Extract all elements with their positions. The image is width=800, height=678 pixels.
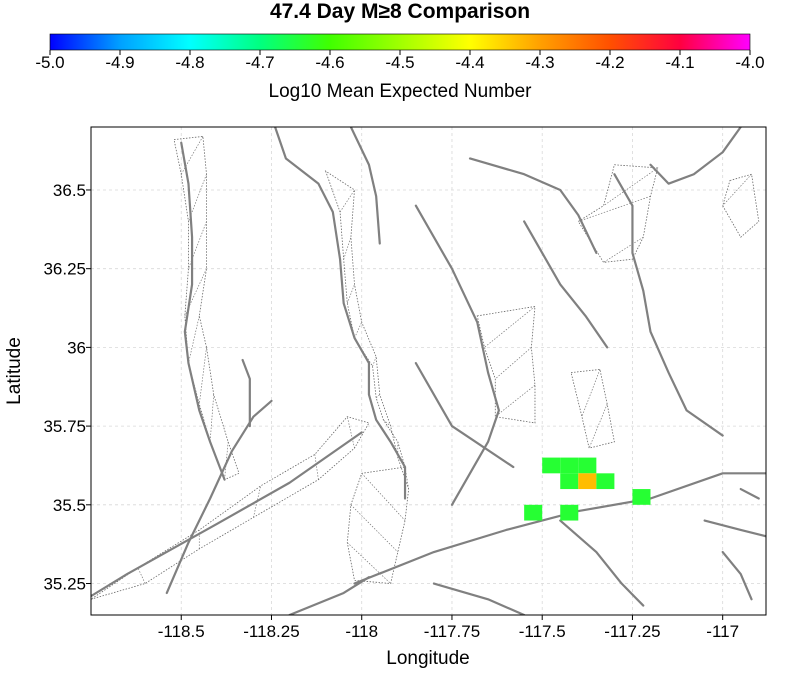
fault-zone xyxy=(722,173,760,238)
colorbar-ticks: -5.0 -4.9 -4.8 -4.7 -4.6 -4.5 -4.4 -4.3 -4.2 -4.1… xyxy=(35,50,765,72)
fault-trace xyxy=(613,173,724,437)
fault-traces xyxy=(91,127,766,615)
x-tick-label: -117.25 xyxy=(604,622,660,641)
y-axis-ticks: 35.25 35.5 35.75 36 36.25 36.5 xyxy=(43,181,91,594)
colorbar-tick-label: -4.6 xyxy=(315,53,344,72)
fault-zone-hatch xyxy=(188,315,200,364)
fault-zone-hatch xyxy=(603,167,658,206)
fault-trace xyxy=(349,127,381,245)
fault-zone xyxy=(324,170,410,584)
fault-zone-hatch xyxy=(578,195,651,222)
colorbar-tick-label: -5.0 xyxy=(35,53,64,72)
colorbar-tick-label: -4.9 xyxy=(105,53,134,72)
x-tick-label: -118 xyxy=(345,622,378,641)
fault-zone-hatch xyxy=(346,284,355,304)
fault-zone-hatch xyxy=(495,347,532,380)
fault-trace xyxy=(432,582,526,615)
colorbar-tick-label: -4.7 xyxy=(245,53,274,72)
x-tick-label: -117.5 xyxy=(519,622,566,641)
fault-zone-hatch xyxy=(137,567,146,584)
y-tick-label: 36.25 xyxy=(43,260,86,279)
y-axis-label: Latitude xyxy=(4,337,25,405)
fault-zone-hatch xyxy=(347,542,391,584)
fault-zone xyxy=(577,164,659,263)
fault-trace xyxy=(91,431,363,598)
heatmap-cell xyxy=(596,473,615,490)
fault-trace xyxy=(165,399,273,595)
fault-trace xyxy=(721,550,753,601)
fault-trace xyxy=(414,362,515,469)
fault-trace xyxy=(273,127,407,500)
fault-zone-hatch xyxy=(603,236,644,263)
fault-zone-hatch xyxy=(581,369,601,417)
y-tick-label: 35.75 xyxy=(43,417,86,436)
fault-zones xyxy=(91,136,760,600)
colorbar-tick-label: -4.4 xyxy=(455,53,484,72)
x-axis-ticks: -118.5 -118.25 -118 -117.75 -117.5 -117.25 -11… xyxy=(158,615,739,641)
fault-trace xyxy=(649,127,742,185)
y-tick-label: 35.5 xyxy=(53,496,86,515)
x-axis-label: Longitude xyxy=(386,648,469,669)
fault-zone-hatch xyxy=(314,454,319,480)
fault-zone-hatch xyxy=(350,504,399,553)
colorbar-tick-label: -4.2 xyxy=(595,53,624,72)
fault-zone xyxy=(570,368,615,449)
fault-zone-hatch xyxy=(361,473,406,521)
colorbar-tick-label: -4.3 xyxy=(525,53,554,72)
fault-zone-hatch xyxy=(722,173,752,206)
colorbar-tick-label: -4.5 xyxy=(385,53,414,72)
heatmap-cell xyxy=(542,457,561,474)
fault-trace xyxy=(288,576,371,615)
fault-trace xyxy=(523,220,609,349)
fault-zone-hatch xyxy=(209,394,215,442)
colorbar-tick-label: -4.8 xyxy=(175,53,204,72)
fault-zone-hatch xyxy=(588,403,608,449)
heatmap-cell xyxy=(524,504,543,521)
x-tick-label: -118.5 xyxy=(158,622,205,641)
fault-zone-hatch xyxy=(372,356,377,367)
heatmap-cell xyxy=(560,457,579,474)
heatmap-cell xyxy=(560,504,579,521)
fault-zone-hatch xyxy=(484,306,536,348)
heatmap-cell xyxy=(578,457,597,474)
plot-frame xyxy=(90,126,767,616)
colorbar-label: Log10 Mean Expected Number xyxy=(269,81,533,102)
grid-lines xyxy=(91,127,766,615)
fault-zone-hatch xyxy=(375,394,381,399)
fault-zone xyxy=(476,305,536,424)
fault-trace xyxy=(241,358,251,428)
y-tick-label: 35.25 xyxy=(43,575,86,594)
fault-trace xyxy=(559,519,645,607)
colorbar-tick-label: -4.0 xyxy=(735,53,764,72)
x-tick-label: -117.75 xyxy=(424,622,480,641)
fault-trace xyxy=(703,519,766,538)
fault-zone-hatch xyxy=(198,347,207,405)
fault-zone-hatch xyxy=(354,322,363,339)
fault-trace xyxy=(353,472,766,585)
y-tick-label: 36 xyxy=(67,338,86,357)
colorbar-tick-label: -4.1 xyxy=(665,53,694,72)
fault-trace xyxy=(468,157,598,255)
fault-zone-hatch xyxy=(339,189,355,213)
fault-trace xyxy=(180,141,226,481)
fault-zone-hatch xyxy=(495,384,536,417)
heatmap-cell xyxy=(578,473,597,490)
fault-zone-hatch xyxy=(343,237,352,260)
heatmap-cell xyxy=(632,489,651,505)
chart-title: 47.4 Day M≥8 Comparison xyxy=(270,0,530,23)
heatmap-cells xyxy=(524,457,651,521)
fault-trace xyxy=(414,204,500,506)
x-tick-label: -118.25 xyxy=(243,622,299,641)
heatmap-cell xyxy=(560,473,579,490)
fault-trace xyxy=(739,487,760,500)
y-tick-label: 36.5 xyxy=(53,181,86,200)
fault-zone-hatch xyxy=(346,416,355,449)
colorbar xyxy=(49,33,751,51)
x-tick-label: -117 xyxy=(706,622,739,641)
